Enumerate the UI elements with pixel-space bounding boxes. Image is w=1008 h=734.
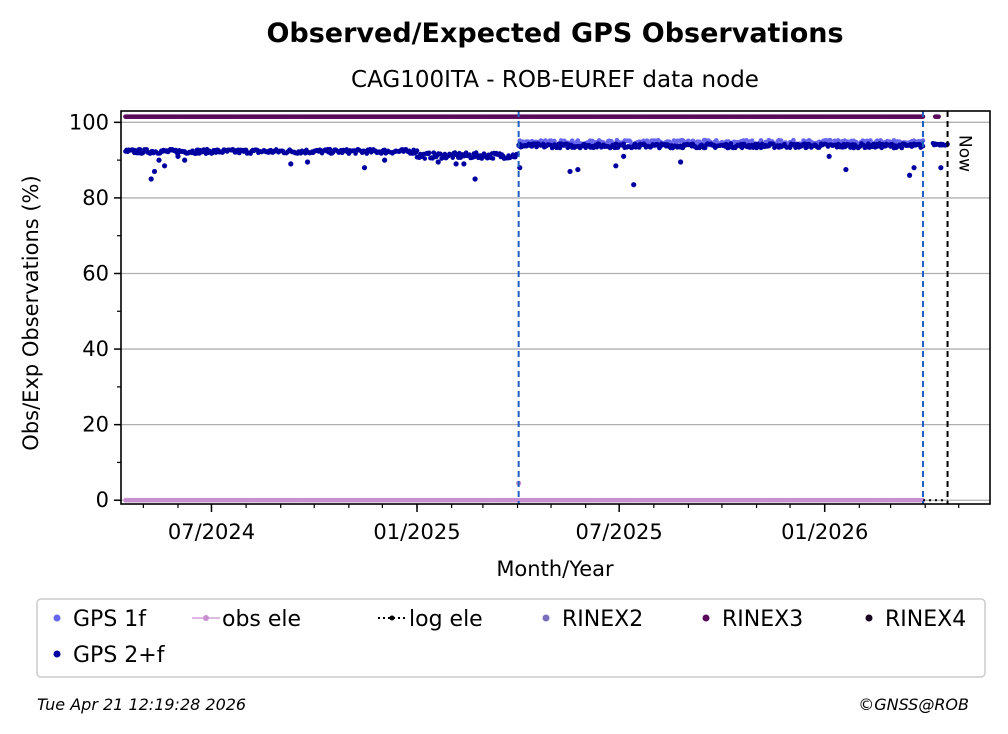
data-point xyxy=(414,148,420,153)
legend-label: log ele xyxy=(409,607,483,632)
data-point xyxy=(422,156,428,161)
x-axis-label: Month/Year xyxy=(496,557,614,581)
legend-marker xyxy=(865,614,873,622)
legend-entry: log ele xyxy=(378,607,483,632)
data-point xyxy=(936,114,941,119)
data-point xyxy=(575,166,581,173)
footer-credit: ©GNSS@ROB xyxy=(858,695,969,714)
legend-label: obs ele xyxy=(222,607,301,632)
y-tick-label: 40 xyxy=(82,337,109,361)
legend-label: GPS 1f xyxy=(73,607,147,632)
data-point xyxy=(758,138,764,143)
data-point xyxy=(843,166,849,173)
data-point xyxy=(288,161,294,167)
legend-entry: GPS 1f xyxy=(53,607,147,632)
x-tick-label: 01/2025 xyxy=(373,520,460,544)
data-point xyxy=(156,157,162,163)
y-axis-label: Obs/Exp Observations (%) xyxy=(19,175,43,450)
legend-marker xyxy=(203,615,209,621)
plot-frame xyxy=(120,110,991,505)
data-point xyxy=(631,182,637,188)
legend-label: RINEX4 xyxy=(885,607,966,632)
data-point xyxy=(567,168,573,175)
data-point xyxy=(382,157,388,163)
data-point xyxy=(151,168,158,175)
y-tick-label: 100 xyxy=(69,110,109,134)
y-tick-label: 80 xyxy=(82,186,109,210)
data-point xyxy=(304,159,311,165)
data-point xyxy=(739,145,745,151)
data-point xyxy=(148,176,154,182)
footer-timestamp: Tue Apr 21 12:19:28 2026 xyxy=(37,695,246,714)
series-gps-2-f xyxy=(123,140,950,188)
data-point xyxy=(426,150,432,156)
data-point xyxy=(450,155,456,160)
data-point xyxy=(802,141,807,147)
series-obs-ele xyxy=(123,480,926,503)
data-point xyxy=(791,137,796,143)
legend-marker xyxy=(53,614,61,622)
x-tick-label: 01/2026 xyxy=(781,520,868,544)
series-points xyxy=(123,114,950,503)
legend-entry: obs ele xyxy=(192,607,301,632)
data-point xyxy=(161,163,168,169)
data-point xyxy=(678,159,684,165)
legend-marker xyxy=(702,614,710,622)
data-point xyxy=(899,145,905,151)
data-point xyxy=(621,153,627,159)
data-point xyxy=(175,153,181,159)
legend-entry: RINEX4 xyxy=(865,607,966,632)
data-point xyxy=(137,147,143,152)
data-point xyxy=(938,165,944,171)
data-point xyxy=(569,138,575,143)
y-tick-label: 20 xyxy=(82,413,109,437)
x-tick-label: 07/2024 xyxy=(168,520,255,544)
data-point xyxy=(361,165,368,171)
legend-entry: GPS 2+f xyxy=(53,643,166,668)
data-point xyxy=(135,150,141,156)
legend: GPS 1f obs ele log ele RINEX2 RINEX3 RINEX4 GP… xyxy=(36,598,986,678)
data-point xyxy=(728,141,734,146)
legend-entry: RINEX2 xyxy=(542,607,643,632)
data-point xyxy=(490,156,496,161)
legend-label: RINEX3 xyxy=(722,607,803,632)
legend-marker xyxy=(389,615,395,621)
legend-marker xyxy=(542,614,550,622)
data-point xyxy=(906,172,913,178)
chart-title: Observed/Expected GPS Observations xyxy=(266,18,843,49)
series-rinex3 xyxy=(123,114,941,119)
data-point xyxy=(327,146,333,152)
y-tick-label: 0 xyxy=(96,488,109,512)
legend-marker xyxy=(53,650,61,658)
x-tick-label: 07/2025 xyxy=(576,520,663,544)
data-point xyxy=(749,138,755,144)
legend-label: RINEX2 xyxy=(562,607,643,632)
data-point xyxy=(827,137,833,143)
chart-subtitle: CAG100ITA - ROB-EUREF data node xyxy=(351,67,759,93)
data-point xyxy=(613,163,619,169)
legend-frame xyxy=(36,598,986,678)
data-point xyxy=(461,161,467,167)
data-point xyxy=(472,176,478,182)
plot-area: Now 0 20 40 60 80 100 07/2024 01/2025 07/2025 01/2… xyxy=(69,110,991,544)
data-point xyxy=(193,151,199,156)
data-point xyxy=(435,159,441,165)
data-point xyxy=(453,161,459,167)
y-tick-label: 60 xyxy=(82,261,109,285)
legend-label: GPS 2+f xyxy=(73,643,166,668)
legend-entry: RINEX3 xyxy=(702,607,803,632)
data-point xyxy=(911,165,917,171)
data-point xyxy=(920,138,926,143)
data-point xyxy=(826,153,832,159)
now-label: Now xyxy=(955,135,975,172)
data-point xyxy=(182,157,188,163)
